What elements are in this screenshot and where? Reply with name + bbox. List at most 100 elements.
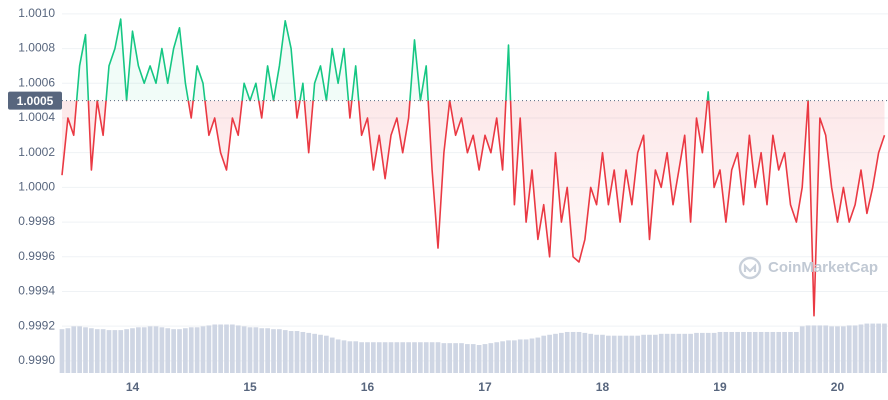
volume-bar	[799, 326, 805, 373]
y-tick-label: 1.0002	[18, 145, 55, 159]
volume-bar	[805, 325, 811, 373]
x-tick-label: 19	[713, 380, 727, 394]
line-above	[75, 18, 809, 101]
x-tick-label: 14	[126, 380, 140, 394]
y-tick-label: 0.9994	[18, 284, 55, 298]
volume-bar	[218, 324, 223, 373]
volume-bar	[235, 325, 241, 373]
volume-bar	[188, 327, 194, 373]
volume-bar	[465, 344, 470, 373]
volume-bar	[594, 334, 599, 373]
x-tick-label: 15	[243, 380, 257, 394]
volume-bar	[112, 330, 118, 373]
volume-bar	[406, 342, 411, 373]
area-above	[62, 19, 885, 101]
volume-bar	[870, 323, 876, 373]
volume-bar	[206, 325, 212, 373]
volume-bar	[241, 326, 247, 373]
volume-bar	[676, 333, 682, 373]
volume-bar	[418, 342, 423, 373]
volume-bar	[59, 329, 65, 373]
volume-bar	[329, 337, 335, 373]
volume-bar	[864, 323, 870, 373]
watermark: CoinMarketCap	[768, 259, 878, 276]
y-tick-label: 0.9990	[18, 353, 55, 367]
volume-bar	[694, 332, 699, 373]
volume-bar	[147, 326, 153, 373]
y-tick-label: 1.0006	[18, 75, 55, 89]
baseline-tag	[8, 91, 62, 110]
volume-bar	[83, 327, 88, 373]
volume-bar	[230, 324, 235, 373]
volume-bar	[541, 335, 547, 373]
y-tick-label: 0.9996	[18, 249, 55, 263]
volume-bar	[400, 342, 406, 373]
volume-bar	[582, 332, 588, 373]
x-tick-label: 17	[478, 380, 492, 394]
volume-bar	[347, 341, 353, 373]
volume-bar	[306, 332, 312, 373]
volume-bar	[136, 327, 141, 373]
volume-bar	[846, 325, 852, 373]
volume-bar	[776, 331, 782, 373]
volume-bar	[729, 331, 735, 373]
volume-bar	[700, 332, 705, 373]
volume-bar	[570, 331, 576, 373]
volume-bar	[623, 335, 629, 373]
watermark-logo	[738, 256, 762, 280]
volume-bar	[653, 334, 658, 373]
volume-bar	[435, 342, 441, 373]
volume-bar	[517, 339, 523, 373]
volume-bar	[100, 329, 106, 373]
volume-bar	[277, 329, 282, 373]
y-tick-label: 1.0000	[18, 180, 55, 194]
volume-bar	[447, 343, 453, 373]
volume-bar	[717, 331, 723, 373]
volume-bar	[535, 337, 541, 373]
line-below	[61, 100, 886, 317]
volume-bar	[882, 323, 887, 373]
volume-bar	[171, 329, 176, 373]
volume-bar	[835, 326, 840, 373]
volume-bar	[253, 327, 259, 373]
volume-bar	[747, 331, 752, 373]
volume-bar	[476, 345, 482, 373]
volume-bar	[547, 334, 552, 373]
volume-bar	[382, 342, 388, 373]
y-tick-label: 1.0004	[18, 110, 55, 124]
volume-bar	[423, 342, 429, 373]
volume-bar	[212, 324, 218, 373]
volume-bar	[200, 326, 206, 373]
volume-bar	[611, 335, 617, 373]
volume-bar	[94, 329, 100, 373]
volume-bar	[353, 341, 359, 373]
x-tick-label: 20	[831, 380, 845, 394]
volume-bar	[429, 342, 435, 373]
x-tick-label: 18	[596, 380, 610, 394]
volume-bar	[664, 333, 670, 373]
volume-bar	[682, 333, 688, 373]
volume-bar	[629, 335, 635, 373]
volume-bar	[77, 326, 82, 373]
volume-bar	[300, 331, 306, 373]
area-below	[62, 100, 885, 316]
volume-bar	[482, 344, 488, 373]
volume-bar	[130, 328, 135, 373]
volume-bar	[741, 331, 746, 373]
volume-bar	[823, 325, 829, 373]
volume-bar	[770, 331, 776, 373]
volume-bar	[705, 332, 711, 373]
volume-bar	[641, 334, 646, 373]
volume-bar	[758, 331, 764, 373]
volume-bar	[365, 342, 370, 373]
plot	[59, 13, 888, 373]
volume-bar	[71, 326, 77, 373]
volume-bar	[764, 331, 770, 373]
volume-bar	[335, 339, 341, 373]
volume-bar	[247, 327, 253, 373]
volume-bar	[141, 327, 147, 373]
volume-bar	[688, 333, 693, 373]
volume-bar	[635, 335, 641, 373]
volume-bar	[259, 328, 265, 373]
